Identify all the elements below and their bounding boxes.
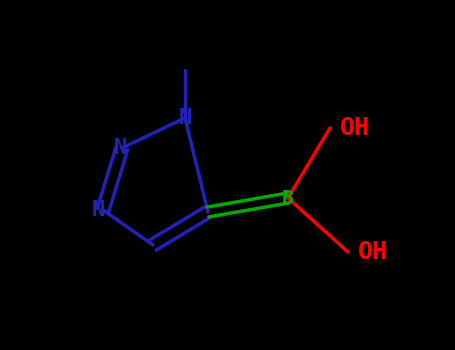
Text: N: N — [91, 200, 105, 220]
Text: B: B — [282, 189, 294, 208]
Text: N: N — [113, 138, 126, 158]
Text: OH: OH — [358, 240, 388, 264]
Text: OH: OH — [340, 116, 370, 140]
Text: N: N — [178, 108, 192, 128]
